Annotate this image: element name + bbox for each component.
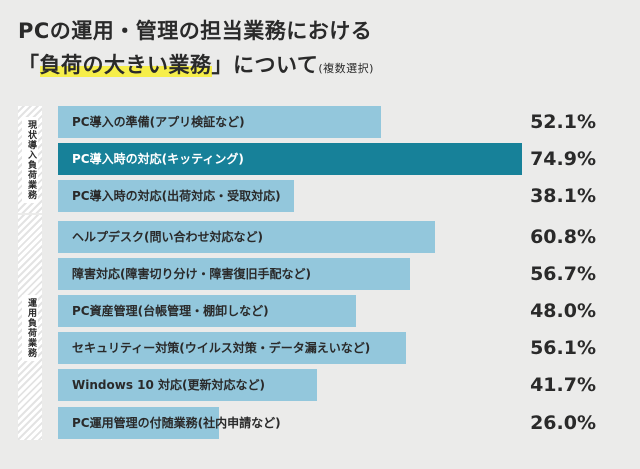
chart-title: PCの運用・管理の担当業務における 「負荷の大きい業務」について(複数選択) (18, 14, 374, 86)
data-label: 60.8% (530, 225, 596, 248)
bar-label: ヘルプデスク(問い合わせ対応など) (72, 229, 263, 244)
data-label: 52.1% (530, 111, 596, 133)
bar-label: PC導入の準備(アプリ検証など) (72, 115, 245, 129)
title-note: (複数選択) (318, 62, 374, 75)
bar-label: Windows 10 対応(更新対応など) (72, 378, 265, 393)
data-label: 38.1% (530, 185, 596, 208)
bar (58, 369, 317, 402)
bar-label: PC導入時の対応(キッティング) (72, 152, 244, 167)
section-label-introduction: 現状導入負荷業務 (22, 116, 38, 203)
title-line-1: PCの運用・管理の担当業務における (18, 19, 373, 43)
bar (58, 143, 523, 176)
data-label: 56.7% (530, 262, 596, 285)
data-label: 26.0% (530, 411, 596, 434)
section-label-operation: 運用負荷業務 (22, 294, 38, 361)
title-line-2: 「負荷の大きい業務」について(複数選択) (18, 48, 374, 86)
bar (58, 406, 220, 439)
bar-label: PC運用管理の付随業務(社内申請など) (72, 415, 281, 430)
bar-label: 障害対応(障害切り分け・障害復旧手配など) (72, 266, 311, 281)
title-highlight: 負荷の大きい業務 (39, 53, 212, 77)
data-label: 48.0% (530, 300, 596, 322)
bar (58, 257, 410, 290)
data-label: 41.7% (530, 374, 596, 397)
title-bracket-close: 」について (211, 53, 319, 77)
section-current-introduction: 現状導入負荷業務 (18, 106, 42, 213)
data-label: 56.1% (530, 337, 596, 360)
bar-label: PC資産管理(台帳管理・棚卸しなど) (72, 304, 269, 318)
bar (58, 220, 435, 253)
bar (58, 332, 406, 365)
data-label: 74.9% (530, 148, 596, 171)
section-operation: 運用負荷業務 (18, 215, 42, 440)
bar-label: PC導入時の対応(出荷対応・受取対応) (72, 189, 281, 204)
bar (58, 295, 356, 327)
bar-label: セキュリティー対策(ウイルス対策・データ漏えいなど) (72, 341, 371, 356)
bar-chart: PC導入の準備(アプリ検証など) PC導入時の対応(キッティング) PC導入時の対応… (58, 106, 528, 440)
title-bracket-open: 「 (18, 53, 40, 77)
bar (58, 180, 295, 213)
bar (58, 106, 382, 138)
